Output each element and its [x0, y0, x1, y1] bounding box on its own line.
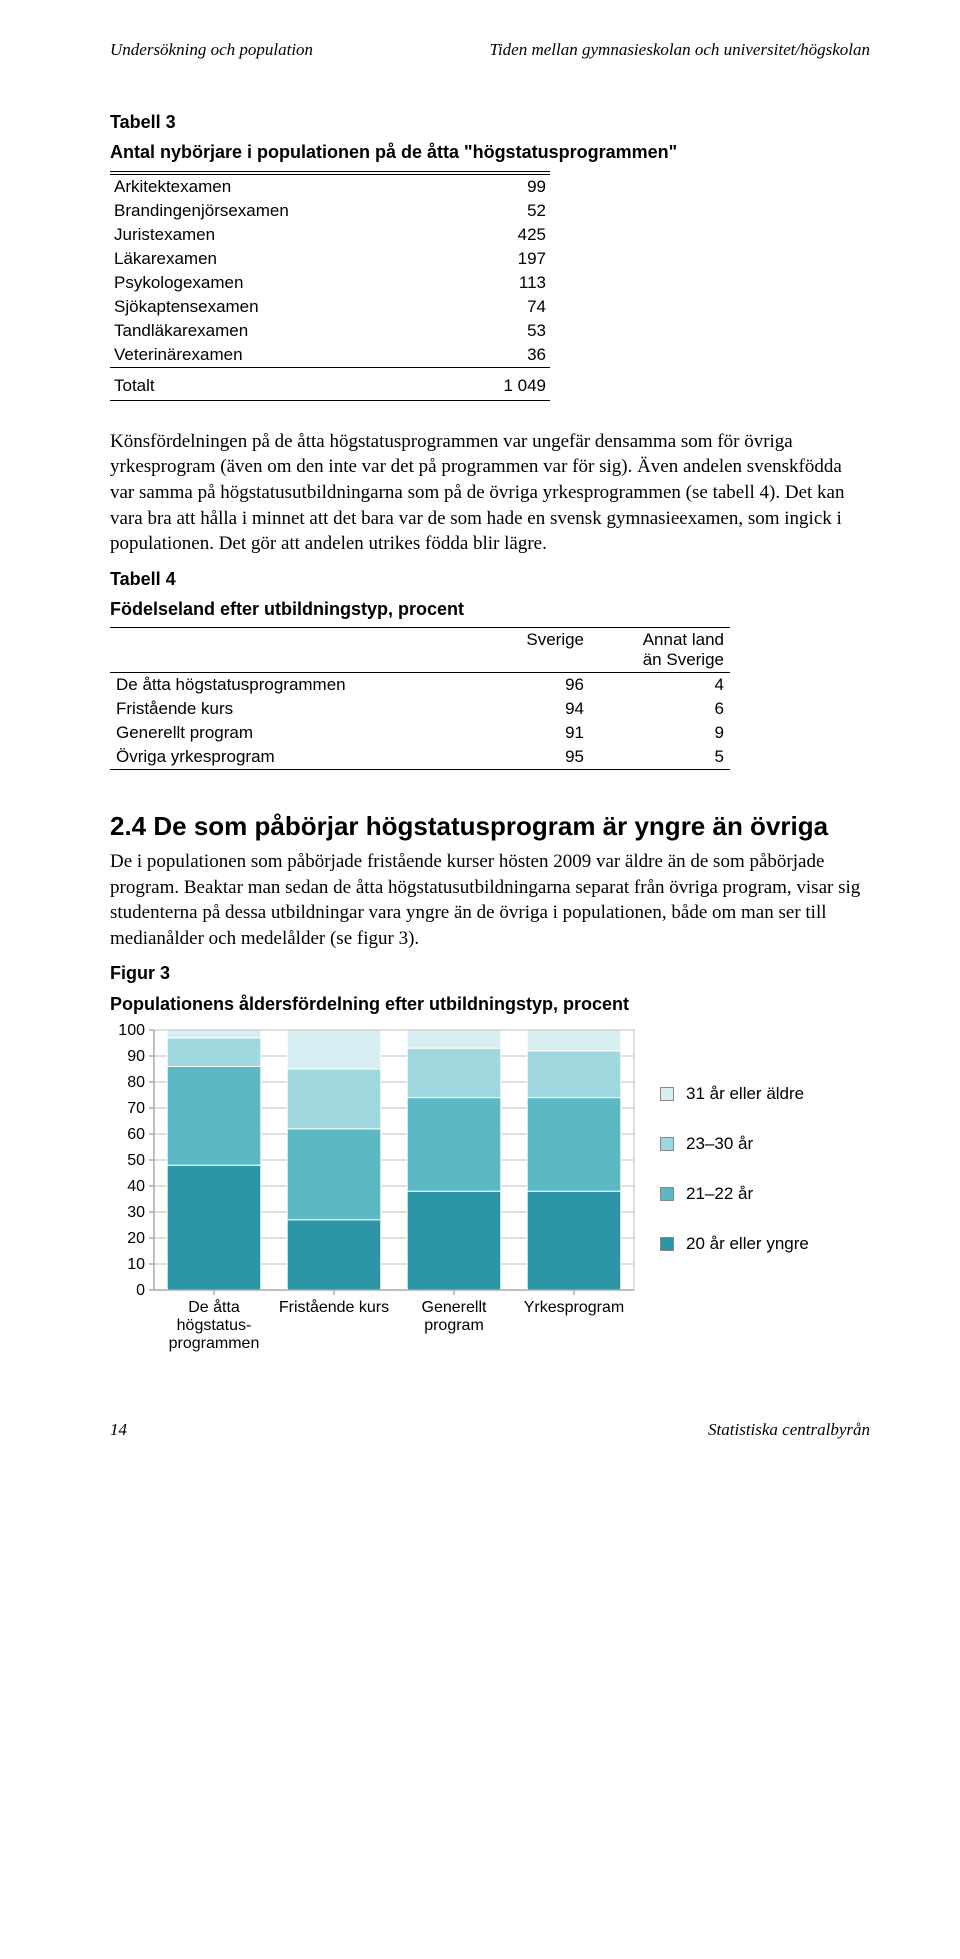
table3-title: Tabell 3 Antal nybörjare i populationen …	[110, 110, 870, 165]
legend-swatch	[660, 1187, 674, 1201]
table4-row-annat: 4	[590, 673, 730, 697]
table4-row-label: Övriga yrkesprogram	[110, 745, 483, 770]
table4-row: Övriga yrkesprogram955	[110, 745, 730, 770]
table3-row: Läkarexamen197	[110, 247, 550, 271]
table4: Sverige Annat landän Sverige De åtta hög…	[110, 627, 730, 770]
legend-item: 21–22 år	[660, 1184, 809, 1204]
svg-text:Fristående kurs: Fristående kurs	[279, 1298, 389, 1316]
table3: Arkitektexamen99Brandingenjörsexamen52Ju…	[110, 171, 550, 401]
table3-row-value: 113	[455, 271, 550, 295]
table4-row-annat: 9	[590, 721, 730, 745]
svg-text:30: 30	[127, 1204, 145, 1221]
table3-row-value: 53	[455, 319, 550, 343]
table3-row: Tandläkarexamen53	[110, 319, 550, 343]
svg-text:De åtta: De åtta	[188, 1298, 240, 1316]
paragraph-1: Könsfördelningen på de åtta högstatuspro…	[110, 429, 870, 557]
footer-publisher: Statistiska centralbyrån	[708, 1420, 870, 1440]
page-number: 14	[110, 1420, 127, 1440]
table3-row-value: 52	[455, 199, 550, 223]
legend-label: 31 år eller äldre	[686, 1084, 804, 1104]
table4-row-sverige: 94	[483, 697, 590, 721]
table4-row-sverige: 95	[483, 745, 590, 770]
table3-row-label: Tandläkarexamen	[110, 319, 455, 343]
table3-row-value: 99	[455, 175, 550, 199]
section-2-4-para: De i populationen som påbörjade friståen…	[110, 849, 870, 952]
legend-item: 23–30 år	[660, 1134, 809, 1154]
legend-label: 23–30 år	[686, 1134, 753, 1154]
table3-row-value: 425	[455, 223, 550, 247]
svg-text:10: 10	[127, 1256, 145, 1273]
section-2-4-heading: 2.4 De som påbörjar högstatusprogram är …	[110, 810, 870, 843]
svg-text:40: 40	[127, 1178, 145, 1195]
table4-row: Generellt program919	[110, 721, 730, 745]
svg-text:90: 90	[127, 1048, 145, 1065]
table3-row: Juristexamen425	[110, 223, 550, 247]
table4-row-annat: 5	[590, 745, 730, 770]
table4-row-label: Generellt program	[110, 721, 483, 745]
legend-swatch	[660, 1137, 674, 1151]
table3-row: Veterinärexamen36	[110, 343, 550, 368]
legend-label: 21–22 år	[686, 1184, 753, 1204]
svg-text:högstatus-: högstatus-	[177, 1317, 252, 1334]
table3-row: Brandingenjörsexamen52	[110, 199, 550, 223]
table4-title: Tabell 4 Födelseland efter utbildningsty…	[110, 567, 870, 622]
svg-text:0: 0	[136, 1282, 145, 1299]
svg-text:programmen: programmen	[169, 1335, 260, 1352]
table3-total-value: 1 049	[455, 367, 550, 400]
table4-row-annat: 6	[590, 697, 730, 721]
table3-row-value: 74	[455, 295, 550, 319]
svg-text:80: 80	[127, 1074, 145, 1091]
table3-row-value: 197	[455, 247, 550, 271]
figure3-caption: Populationens åldersfördelning efter utb…	[110, 992, 870, 1016]
table3-row-label: Sjökaptensexamen	[110, 295, 455, 319]
table4-row-sverige: 91	[483, 721, 590, 745]
table3-row-label: Läkarexamen	[110, 247, 455, 271]
table4-row-sverige: 96	[483, 673, 590, 697]
legend-label: 20 år eller yngre	[686, 1234, 809, 1254]
figure3-chart-wrap: 0 10 20 30 40 50 60 70 80 90 100 De åttahögstatus-p…	[110, 1024, 870, 1360]
svg-text:Generellt: Generellt	[422, 1299, 487, 1316]
svg-text:100: 100	[118, 1024, 145, 1039]
table3-row: Sjökaptensexamen74	[110, 295, 550, 319]
table3-total-label: Totalt	[110, 367, 455, 400]
legend-swatch	[660, 1237, 674, 1251]
table3-caption: Antal nybörjare i populationen på de ått…	[110, 140, 870, 164]
table4-row-label: Fristående kurs	[110, 697, 483, 721]
svg-text:Yrkesprogram: Yrkesprogram	[524, 1299, 624, 1316]
table3-row-label: Psykologexamen	[110, 271, 455, 295]
figure3-title: Figur 3 Populationens åldersfördelning e…	[110, 961, 870, 1016]
legend-item: 31 år eller äldre	[660, 1084, 809, 1104]
table3-label: Tabell 3	[110, 110, 870, 134]
svg-text:20: 20	[127, 1230, 145, 1247]
figure3-label: Figur 3	[110, 961, 870, 985]
legend-swatch	[660, 1087, 674, 1101]
table4-caption: Födelseland efter utbildningstyp, procen…	[110, 597, 870, 621]
table4-row: De åtta högstatusprogrammen964	[110, 673, 730, 697]
svg-text:50: 50	[127, 1152, 145, 1169]
table4-row-label: De åtta högstatusprogrammen	[110, 673, 483, 697]
table4-col-sverige: Sverige	[483, 628, 590, 673]
table4-col-annat: Annat landän Sverige	[590, 628, 730, 673]
table3-row: Arkitektexamen99	[110, 175, 550, 199]
header-left: Undersökning och population	[110, 40, 313, 60]
figure3-chart: 0 10 20 30 40 50 60 70 80 90 100 De åttahögstatus-p…	[110, 1024, 640, 1360]
svg-text:program: program	[424, 1317, 484, 1334]
table3-row-label: Veterinärexamen	[110, 343, 455, 368]
header-right: Tiden mellan gymnasieskolan och universi…	[489, 40, 870, 60]
svg-text:60: 60	[127, 1126, 145, 1143]
table3-row-label: Brandingenjörsexamen	[110, 199, 455, 223]
table4-label: Tabell 4	[110, 567, 870, 591]
svg-text:70: 70	[127, 1100, 145, 1117]
page-footer: 14 Statistiska centralbyrån	[110, 1420, 870, 1440]
table3-row: Psykologexamen113	[110, 271, 550, 295]
table3-row-label: Juristexamen	[110, 223, 455, 247]
table3-row-value: 36	[455, 343, 550, 368]
figure3-legend: 31 år eller äldre 23–30 år 21–22 år 20 år e…	[640, 1024, 809, 1284]
legend-item: 20 år eller yngre	[660, 1234, 809, 1254]
table3-row-label: Arkitektexamen	[110, 175, 455, 199]
table4-row: Fristående kurs946	[110, 697, 730, 721]
page-header: Undersökning och population Tiden mellan…	[110, 40, 870, 60]
